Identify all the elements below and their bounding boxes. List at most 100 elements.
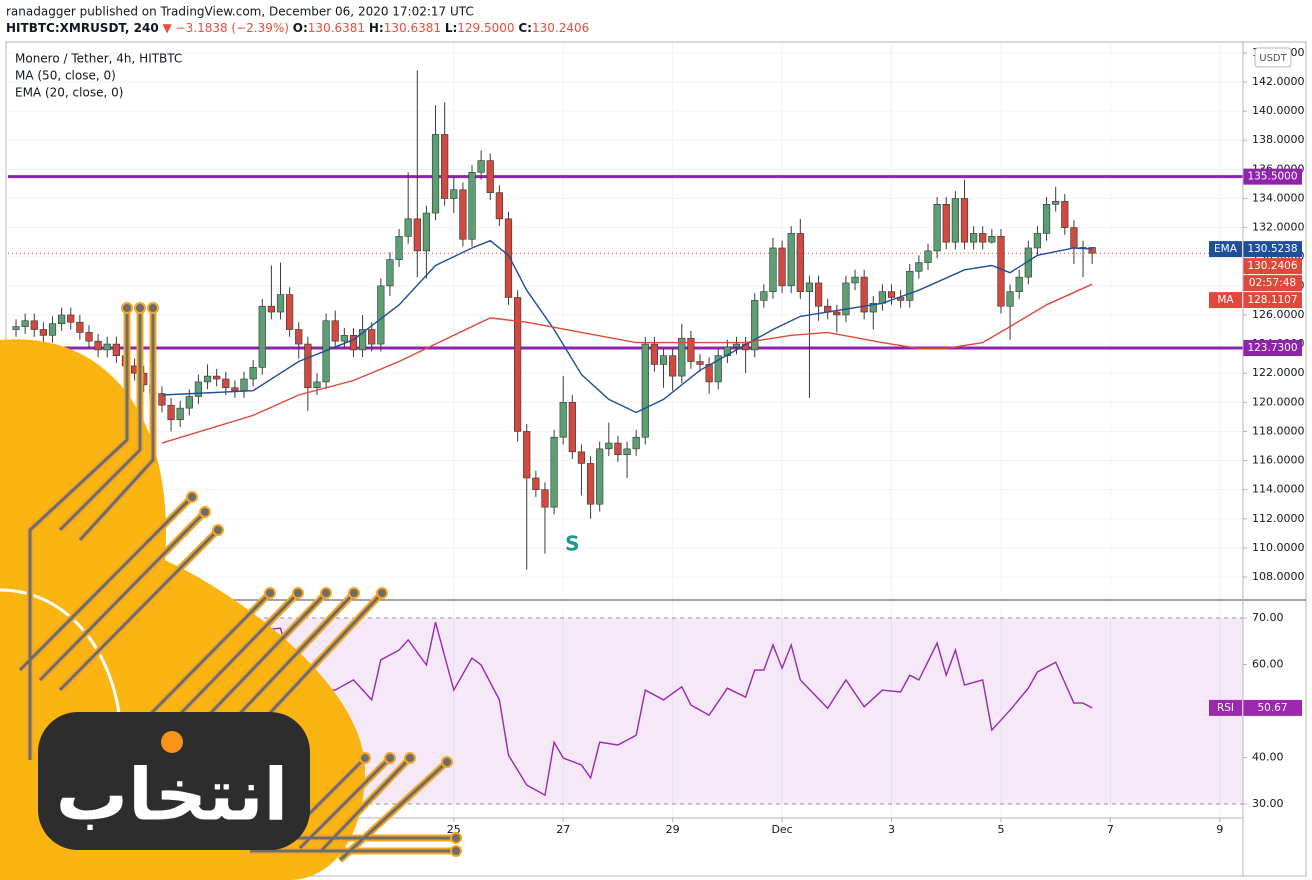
candle-body <box>295 329 303 345</box>
level-tag <box>1243 168 1302 185</box>
countdown: 02:57:48 <box>1249 277 1296 289</box>
candle-body <box>805 282 814 292</box>
ma-tag <box>1243 292 1302 309</box>
candle-body <box>276 294 285 313</box>
y-tick-label: 30.00 <box>1252 797 1284 810</box>
candle-body <box>942 204 950 243</box>
logo-arc <box>0 588 122 721</box>
candle-body <box>1006 291 1014 307</box>
x-tick-label: Dec <box>771 823 792 836</box>
candle-body <box>477 160 485 173</box>
candle-body <box>368 329 376 345</box>
candle-body <box>769 247 777 292</box>
indicator-label: EMA (20, close, 0) <box>15 86 123 100</box>
candle-body <box>851 276 859 284</box>
candle-body <box>814 282 823 307</box>
plot-area: 25 27 29 Dec 3 5 7 9108.0000110.0000112.0000114… <box>8 43 1305 836</box>
candle-body <box>468 171 476 240</box>
candle-body <box>614 442 622 456</box>
candle-body <box>431 134 440 214</box>
candle-body <box>623 448 631 456</box>
x-tick-label: 7 <box>1107 823 1114 836</box>
candle-body <box>203 375 212 383</box>
candle-body <box>906 270 914 301</box>
candle-body <box>504 218 513 298</box>
y-tick-label: 40.00 <box>1252 751 1284 764</box>
y-tick-label: 122.0000 <box>1252 366 1305 379</box>
y-tick-label: 132.0000 <box>1252 221 1305 234</box>
candle-body <box>714 355 722 383</box>
candle-body <box>796 233 804 292</box>
candle-body <box>760 291 768 301</box>
candle-body <box>349 335 358 351</box>
y-tick-label: 142.0000 <box>1252 75 1305 88</box>
candle-body <box>313 381 321 389</box>
watermark-logo: انتخاب <box>0 302 462 880</box>
change-arrow: ▼ <box>163 21 173 35</box>
candle-body <box>404 218 412 237</box>
candle-body <box>213 375 221 380</box>
symbol: HITBTC:XMRUSDT, 240 <box>6 21 159 35</box>
name-tag-label: EMA <box>1214 243 1238 255</box>
candle-body <box>532 477 540 490</box>
y-tick-label: 112.0000 <box>1252 512 1305 525</box>
candle-body <box>286 294 294 330</box>
rsi-tag <box>1243 699 1302 716</box>
candle-body <box>1070 227 1078 249</box>
ohlc-value: 130.2406 <box>532 21 589 35</box>
y-tick-label: 114.0000 <box>1252 483 1305 496</box>
candle-body <box>960 198 969 243</box>
candle-body <box>1015 276 1023 292</box>
candle-body <box>21 320 29 327</box>
name-tag-label: MA <box>1217 294 1234 306</box>
candle-body <box>231 387 239 391</box>
candle-body <box>586 463 595 505</box>
y-tick-label: 120.0000 <box>1252 395 1305 408</box>
rsi-line <box>262 622 1093 797</box>
candle-body <box>267 305 275 313</box>
candle-body <box>30 320 38 330</box>
level-tag-label: 123.7300 <box>1247 342 1297 354</box>
candle-body <box>869 303 877 313</box>
candle-body <box>1042 204 1051 234</box>
candle-body <box>833 311 841 316</box>
symbol-line: HITBTC:XMRUSDT, 240 ▼ −3.1838 (−2.39%) O… <box>6 21 589 35</box>
ma-tag-label: 128.1107 <box>1247 294 1297 306</box>
candle-body <box>386 259 394 287</box>
ohlc-value: 129.5000 <box>457 21 514 35</box>
x-tick-label: 9 <box>1216 823 1223 836</box>
candle-body <box>778 247 786 287</box>
candle-body <box>58 314 66 324</box>
candle-body <box>358 329 367 351</box>
y-tick-label: 60.00 <box>1252 658 1284 671</box>
ohlc-value: 130.6381 <box>384 21 441 35</box>
y-tick-label: 70.00 <box>1252 611 1284 624</box>
candle-body <box>514 297 522 432</box>
candle-body <box>1052 201 1060 205</box>
candle-body <box>842 282 850 316</box>
y-tick-label: 116.0000 <box>1252 454 1305 467</box>
candle-body <box>550 436 558 508</box>
candle-body <box>632 436 640 450</box>
y-tick-label: 138.0000 <box>1252 133 1305 146</box>
logo-badge <box>38 712 310 850</box>
name-tag <box>1209 699 1242 716</box>
indicator-line <box>161 283 1093 444</box>
logo-text: انتخاب <box>56 753 288 837</box>
bitcoin-icon <box>161 731 183 753</box>
level-tag <box>1243 339 1302 356</box>
candle-body <box>158 393 166 406</box>
currency: USDT <box>1259 53 1287 64</box>
candle-body <box>678 337 686 377</box>
candle-body <box>441 134 449 199</box>
ohlc-key: L: <box>445 21 457 35</box>
candle-body <box>422 212 431 252</box>
candle-body <box>659 355 668 365</box>
candle-body <box>1088 247 1096 254</box>
x-tick-label: 29 <box>666 823 680 836</box>
x-tick-label: 5 <box>997 823 1004 836</box>
candle-body <box>933 204 941 252</box>
candle-body <box>650 343 659 365</box>
candle-body <box>915 262 923 272</box>
